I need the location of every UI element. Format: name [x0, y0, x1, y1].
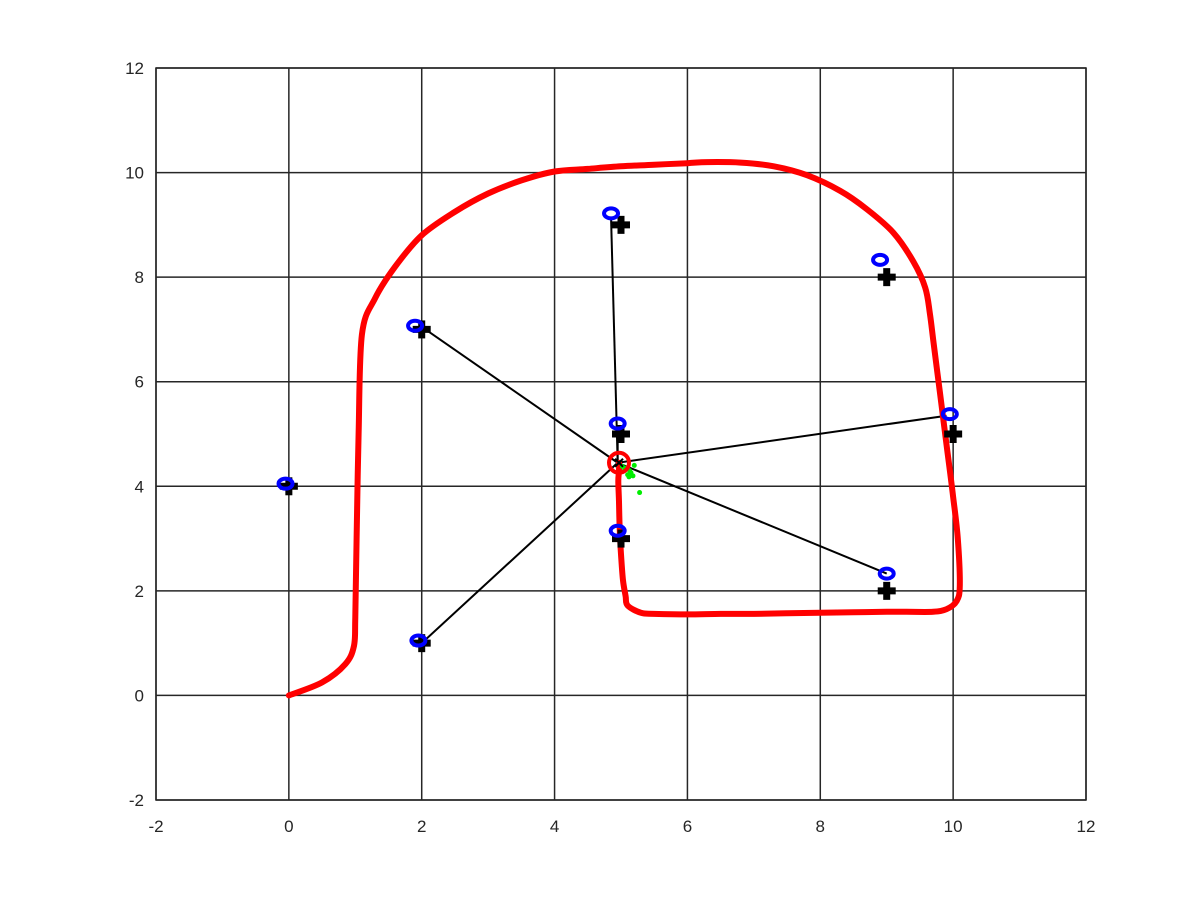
robot-pose [607, 450, 632, 475]
y-tick-label: 0 [135, 686, 144, 705]
landmark-estimate-ellipse [276, 476, 295, 491]
y-tick-label: -2 [129, 791, 144, 810]
landmark-marker [877, 581, 896, 600]
landmark-estimate-ellipse [409, 633, 428, 648]
particle-point [630, 473, 636, 479]
landmark-estimate-ellipse [940, 407, 959, 422]
x-tick-label: 6 [683, 817, 692, 836]
landmark-marker [612, 215, 630, 234]
particle-point [637, 490, 643, 496]
observation-line [421, 462, 619, 644]
x-tick-label: 2 [417, 817, 426, 836]
robot-path [285, 159, 963, 699]
y-tick-label: 10 [125, 164, 144, 183]
observation-line [421, 325, 619, 464]
x-tick-label: 10 [944, 817, 963, 836]
landmark-marker [877, 268, 896, 287]
x-tick-label: 8 [816, 817, 825, 836]
y-tick-label: 2 [135, 582, 144, 601]
observation-line [617, 414, 947, 464]
y-tick-label: 6 [135, 373, 144, 392]
robot-cross-b [614, 458, 624, 468]
observation-lines [421, 216, 947, 644]
landmark-estimate-ellipse [877, 566, 896, 581]
landmark-estimate-ellipse [871, 252, 890, 267]
y-tick-label: 8 [135, 268, 144, 287]
x-tick-label: 4 [550, 817, 559, 836]
robot-circle [607, 450, 632, 475]
x-tick-label: 12 [1077, 817, 1096, 836]
landmark-estimate-ellipse [602, 206, 621, 221]
landmark-estimates [276, 206, 959, 648]
observation-line [617, 461, 888, 575]
x-tick-label: 0 [284, 817, 293, 836]
observation-line [610, 216, 619, 463]
tick-labels: -2 0 2 4 6 8 10 12 -2 0 2 4 6 8 10 12 [125, 59, 1095, 836]
y-tick-label: 12 [125, 59, 144, 78]
landmark-marker [944, 425, 963, 443]
axes-box [155, 67, 1087, 801]
robot-path-line [285, 159, 963, 699]
y-tick-label: 4 [135, 477, 144, 496]
landmark-estimate-ellipse [406, 318, 425, 333]
x-tick-label: -2 [148, 817, 163, 836]
landmark-estimate-ellipse [608, 523, 627, 538]
landmark-marker [612, 529, 630, 548]
landmark-estimate-ellipse [608, 416, 627, 431]
particle-point [626, 474, 632, 480]
particle-point [631, 462, 637, 468]
